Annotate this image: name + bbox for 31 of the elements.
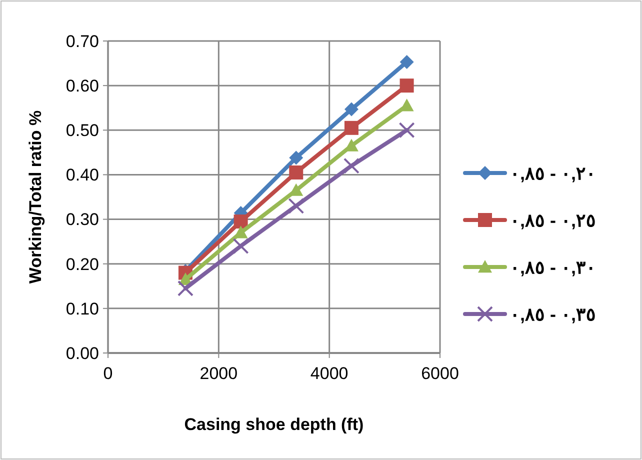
legend-label: ٠,٨٥ - ٠,٣٥ bbox=[510, 304, 596, 324]
point bbox=[288, 198, 304, 214]
point bbox=[289, 165, 304, 180]
y-tick-label: 0.40 bbox=[66, 166, 99, 185]
point bbox=[234, 226, 248, 238]
y-axis-title: Working/Total ratio % bbox=[26, 110, 45, 284]
legend-label: ٠,٨٥ - ٠,٢٥ bbox=[510, 210, 596, 230]
point bbox=[398, 122, 415, 138]
point bbox=[343, 158, 360, 174]
y-tick-label: 0.30 bbox=[66, 210, 99, 230]
x-tick-label: 2000 bbox=[200, 364, 238, 383]
x-axis-title: Casing shoe depth (ft) bbox=[184, 415, 364, 434]
legend-label: ٠,٨٥ - ٠,٣٠ bbox=[510, 257, 596, 278]
y-tick-label: 0.60 bbox=[66, 76, 99, 96]
y-tick-label: 0.20 bbox=[66, 254, 99, 274]
y-tick-label: 0.00 bbox=[66, 344, 99, 363]
point bbox=[177, 280, 194, 296]
point bbox=[400, 78, 414, 93]
x-tick-label: 4000 bbox=[310, 364, 348, 383]
point bbox=[234, 214, 248, 229]
point bbox=[344, 102, 358, 116]
legend-label: ٠,٨٥ - ٠,٢٠ bbox=[510, 163, 596, 184]
point bbox=[400, 54, 414, 69]
y-tick-label: 0.10 bbox=[66, 299, 99, 318]
y-tick-label: 0.70 bbox=[66, 32, 99, 51]
y-tick-label: 0.50 bbox=[66, 121, 99, 140]
point bbox=[344, 120, 358, 135]
x-tick-label: 0 bbox=[103, 364, 113, 383]
point bbox=[289, 150, 304, 165]
point bbox=[232, 238, 249, 254]
x-tick-label: 6000 bbox=[421, 364, 459, 383]
